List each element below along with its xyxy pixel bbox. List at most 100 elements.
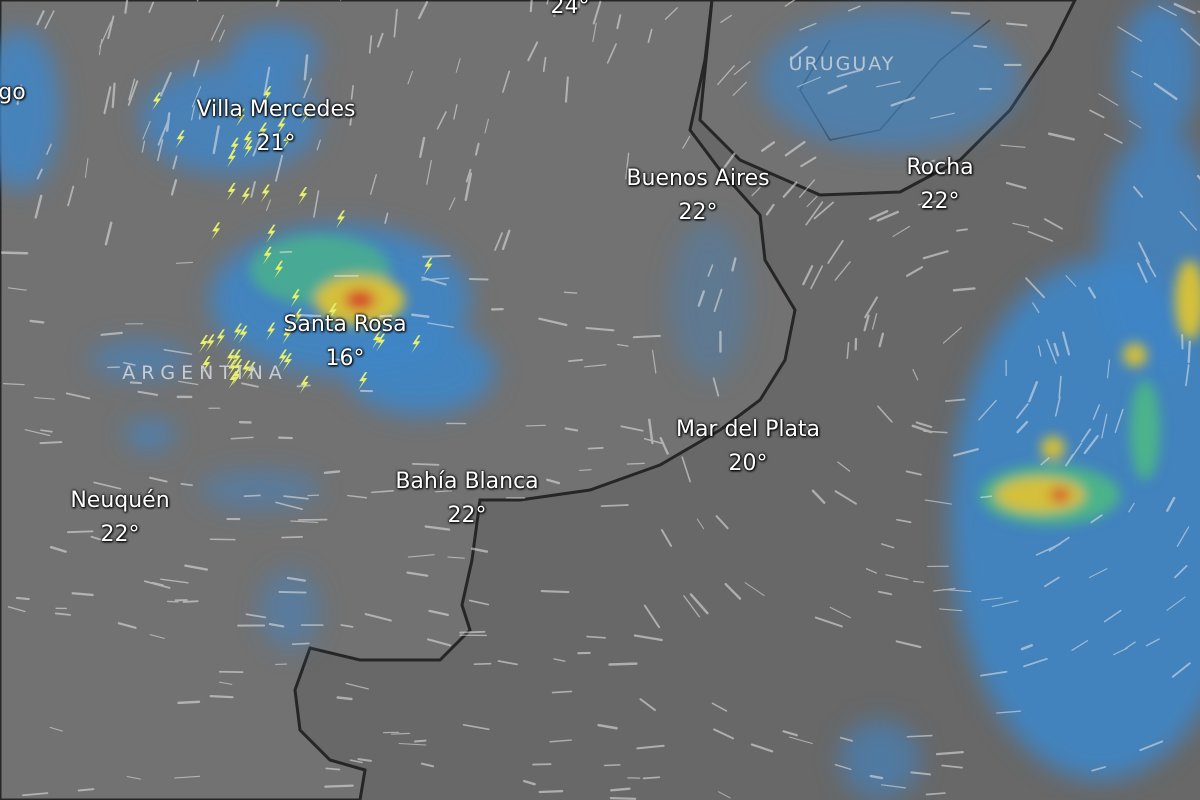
- city-label-villa-mercedes[interactable]: Villa Mercedes 21°: [196, 97, 355, 158]
- wind-streak: [250, 181, 256, 198]
- thunder-icon: [201, 356, 211, 375]
- wind-streak: [1016, 403, 1029, 419]
- wind-streak: [36, 10, 45, 26]
- wind-streak: [1025, 277, 1045, 299]
- thunder-icon: [226, 182, 236, 201]
- city-label: go: [0, 80, 26, 106]
- wind-streak: [847, 5, 861, 12]
- thunder-icon: [225, 349, 235, 368]
- wind-streak: [733, 61, 751, 76]
- wind-streak: [713, 288, 723, 313]
- thunder-icon: [240, 187, 250, 206]
- city-name: Rocha: [906, 155, 974, 180]
- wind-streak: [549, 739, 572, 743]
- wind-streak: [525, 424, 546, 427]
- wind-streak: [799, 179, 816, 198]
- wind-streak: [243, 494, 261, 498]
- wind-streak: [917, 200, 937, 206]
- wind-streak: [632, 334, 661, 339]
- thunder-icon: [273, 260, 283, 279]
- wind-streak: [639, 698, 656, 712]
- wind-streak: [877, 590, 893, 596]
- wind-streak: [952, 287, 976, 292]
- wind-streak: [163, 349, 193, 355]
- wind-streak: [814, 616, 843, 628]
- wind-streak: [546, 478, 561, 485]
- wind-streak: [660, 529, 673, 547]
- wind-streak: [592, 22, 597, 43]
- wind-streak: [707, 264, 714, 277]
- wind-streak: [765, 203, 775, 216]
- wind-streak: [586, 635, 606, 639]
- city-label-mar-del-plata[interactable]: Mar del Plata 20°: [676, 417, 820, 478]
- wind-streak: [465, 168, 472, 183]
- wind-streak: [3, 382, 25, 386]
- wind-streak: [413, 739, 427, 743]
- wind-streak: [180, 482, 193, 487]
- wind-streak: [810, 265, 824, 290]
- thunder-icon: [233, 359, 243, 378]
- wind-streak: [697, 290, 705, 307]
- city-label-rocha[interactable]: Rocha 22°: [906, 155, 973, 216]
- wind-streak: [1124, 641, 1136, 650]
- wind-streak: [411, 462, 440, 466]
- wind-streak: [34, 397, 56, 400]
- wind-streak: [316, 139, 321, 151]
- thunder-icon: [215, 329, 225, 348]
- city-label-santa-rosa[interactable]: Santa Rosa 16°: [283, 312, 406, 373]
- wind-streak: [368, 35, 373, 54]
- thunder-icon: [233, 323, 243, 342]
- city-label-bahia-blanca[interactable]: Bahía Blanca 22°: [395, 469, 538, 530]
- wind-streak: [1138, 241, 1150, 264]
- wind-streak: [834, 261, 851, 281]
- wind-streak: [876, 81, 901, 88]
- wind-streak: [1091, 766, 1106, 772]
- wind-streak: [279, 250, 293, 254]
- wind-streak: [455, 58, 461, 73]
- wind-streak: [553, 658, 566, 662]
- wind-streak: [609, 797, 637, 800]
- wind-streak: [761, 141, 776, 152]
- thunder-icon: [292, 308, 302, 327]
- wind-streak: [347, 494, 368, 499]
- wind-streak: [827, 84, 848, 95]
- city-label-buenos-aires[interactable]: Buenos Aires 22°: [626, 166, 769, 227]
- wind-streak: [46, 143, 52, 155]
- wind-streak: [1131, 70, 1143, 78]
- wind-streak: [935, 750, 964, 756]
- wind-streak: [643, 437, 664, 445]
- wind-streak: [846, 341, 850, 359]
- city-label-neuquen[interactable]: Neuquén 22°: [70, 488, 169, 549]
- wind-streak: [283, 495, 309, 500]
- wind-streak: [313, 190, 320, 218]
- wind-streak: [912, 580, 925, 583]
- wind-streak: [265, 199, 272, 211]
- wind-streak: [1005, 181, 1027, 190]
- wind-streak: [938, 608, 963, 612]
- wind-streak: [160, 578, 189, 584]
- wind-streak: [1139, 740, 1164, 752]
- thunder-icon: [205, 334, 215, 353]
- wind-streak: [600, 504, 629, 507]
- wind-streak: [99, 21, 112, 48]
- thunder-icon: [257, 122, 267, 141]
- wind-streak: [123, 361, 136, 366]
- wind-streak: [174, 775, 201, 779]
- wind-streak: [137, 390, 159, 396]
- wind-streak: [1180, 28, 1200, 47]
- wind-streak: [885, 574, 909, 580]
- wind-streak: [1005, 22, 1028, 27]
- wind-streak: [890, 96, 916, 107]
- wind-streak: [172, 155, 178, 170]
- wind-streak: [291, 642, 310, 646]
- wind-streak: [7, 606, 26, 613]
- wind-streak: [868, 210, 889, 221]
- wind-streak: [910, 771, 931, 776]
- wind-streak: [418, 1, 429, 20]
- wind-streak: [529, 0, 533, 13]
- wind-streak: [370, 174, 377, 195]
- city-name: Neuquén: [70, 488, 170, 513]
- wind-streak: [608, 662, 638, 666]
- wind-streak: [800, 156, 817, 168]
